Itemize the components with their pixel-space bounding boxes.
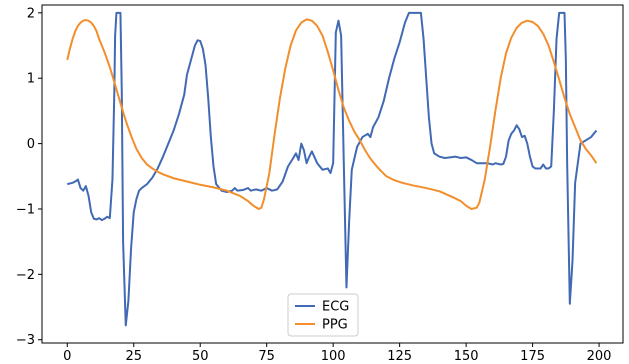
y-tick-label: 1 [27, 72, 35, 87]
legend-box [287, 293, 359, 337]
y-tick-label: −1 [16, 202, 35, 217]
series-line-ppg [66, 18, 598, 210]
plot-frame [41, 4, 624, 344]
legend: ECG PPG [287, 293, 359, 337]
x-tick-label: 100 [321, 349, 346, 364]
x-tick-label: 175 [520, 349, 545, 364]
y-tick-label: 2 [27, 6, 35, 21]
x-tick-label: 125 [387, 349, 412, 364]
x-tick-label: 0 [63, 349, 71, 364]
x-tick-label: 50 [192, 349, 209, 364]
plot-area [66, 11, 598, 327]
x-tick-label: 200 [587, 349, 612, 364]
legend-label-ppg: PPG [322, 318, 348, 333]
x-tick-label: 75 [258, 349, 275, 364]
series-line-ecg [67, 11, 598, 327]
legend-label-ecg: ECG [322, 300, 349, 315]
x-tick-label: 150 [454, 349, 479, 364]
y-tick-label: −2 [16, 268, 35, 283]
y-tick-label: 0 [27, 137, 35, 152]
y-tick-label: −3 [16, 333, 35, 348]
x-tick-label: 25 [125, 349, 142, 364]
axes: 0 25 50 75 100 125 150 175 200 −3 −2 −1 0 1 2 [16, 4, 624, 364]
